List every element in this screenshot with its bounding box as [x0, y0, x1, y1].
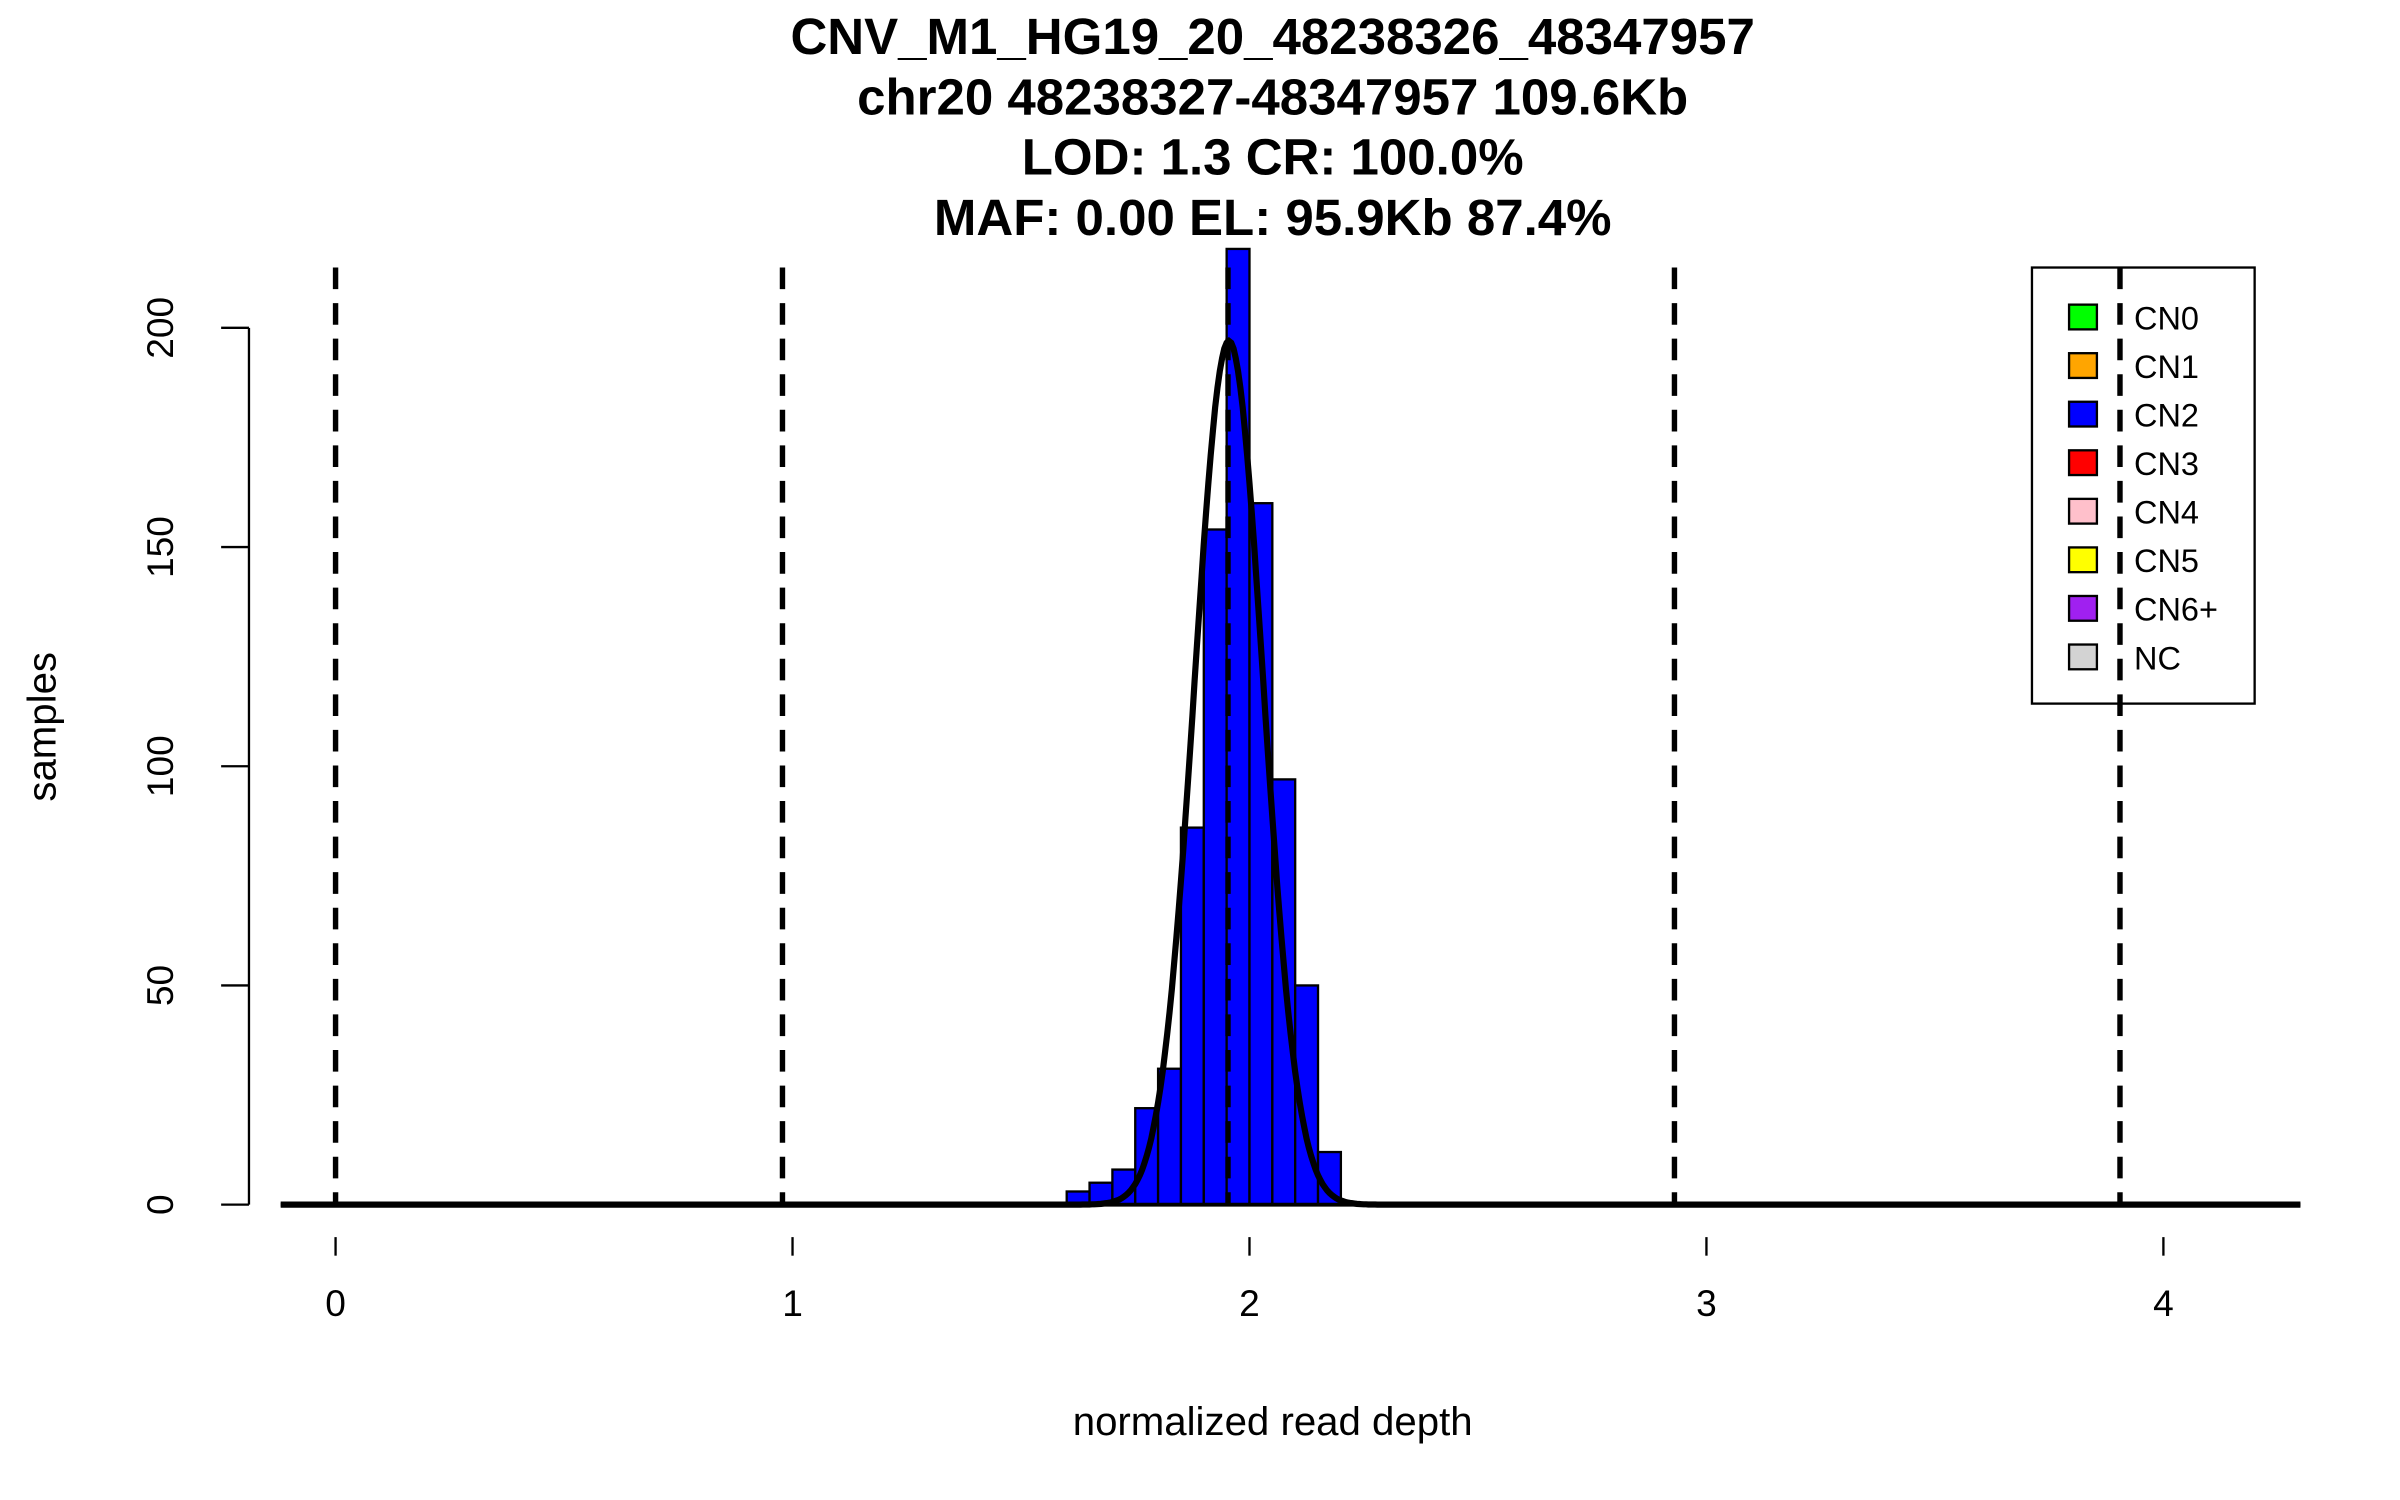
legend: CN0 CN1 CN2 CN3 CN4 CN5 CN6+ NC: [2030, 266, 2256, 705]
legend-swatch: [2067, 643, 2099, 671]
histogram-bar: [1179, 826, 1205, 1206]
x-axis-label: normalized read depth: [1073, 1399, 1473, 1444]
x-tick-label: 0: [325, 1282, 346, 1324]
title-line-1: CNV_M1_HG19_20_48238326_48347957: [790, 8, 1754, 65]
x-tick-label: 3: [1696, 1282, 1717, 1324]
x-tick-label: 4: [2153, 1282, 2174, 1324]
x-axis: 0 1 2 3 4: [325, 1237, 2174, 1324]
y-axis-label: samples: [20, 652, 65, 802]
y-tick-label: 100: [139, 735, 181, 797]
histogram-bars: [1065, 247, 1343, 1206]
legend-swatch: [2067, 352, 2099, 380]
density-curve: [280, 337, 2301, 1208]
legend-label: CN5: [2134, 543, 2199, 579]
legend-label: CN0: [2134, 300, 2199, 336]
y-tick-label: 0: [139, 1194, 181, 1215]
y-tick-label: 200: [139, 297, 181, 359]
legend-swatch: [2067, 400, 2099, 428]
legend-label: CN4: [2134, 495, 2199, 531]
legend-label: CN3: [2134, 446, 2199, 482]
histogram-bar: [1202, 528, 1228, 1206]
x-tick-label: 1: [782, 1282, 803, 1324]
legend-swatch: [2067, 546, 2099, 574]
x-tick-label: 2: [1239, 1282, 1260, 1324]
legend-box: [2030, 266, 2256, 705]
legend-label: NC: [2134, 640, 2181, 676]
legend-label: CN6+: [2134, 592, 2218, 628]
title-line-3: LOD: 1.3 CR: 100.0%: [1022, 129, 1524, 186]
chart-title: CNV_M1_HG19_20_48238326_48347957 chr20 4…: [790, 8, 1754, 246]
y-axis: 0 50 100 150 200: [139, 297, 251, 1215]
legend-label: CN2: [2134, 397, 2199, 433]
title-line-2: chr20 48238327-48347957 109.6Kb: [857, 68, 1688, 125]
title-line-4: MAF: 0.00 EL: 95.9Kb 87.4%: [934, 189, 1612, 246]
legend-swatch: [2067, 449, 2099, 477]
y-tick-label: 50: [139, 965, 181, 1006]
y-tick-label: 150: [139, 516, 181, 578]
legend-swatch: [2067, 303, 2099, 331]
legend-swatch: [2067, 594, 2099, 622]
legend-label: CN1: [2134, 349, 2199, 385]
legend-swatch: [2067, 497, 2099, 525]
